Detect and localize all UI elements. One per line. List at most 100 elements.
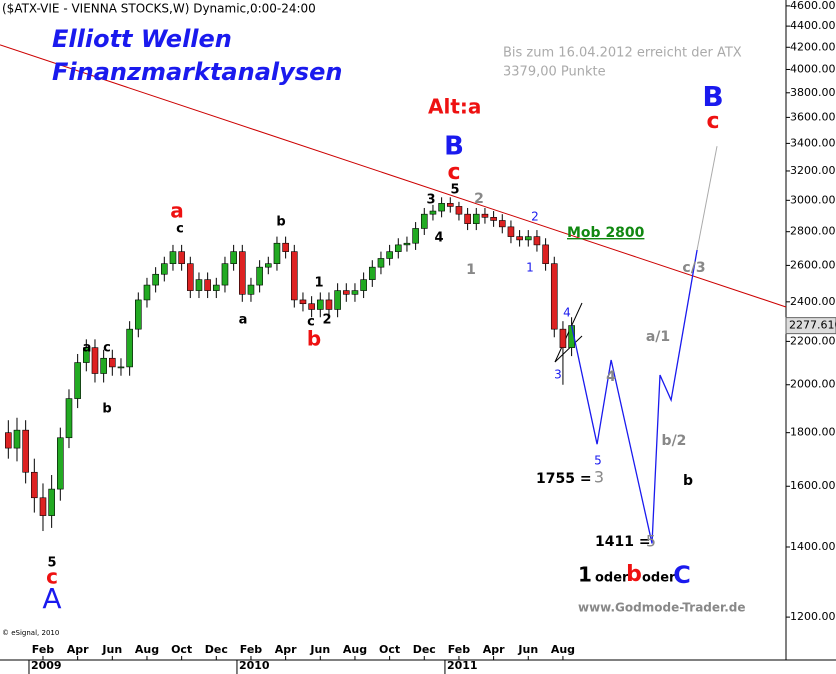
annotation: 5	[47, 556, 56, 571]
annotation: B	[702, 80, 723, 113]
candle-body	[429, 210, 437, 215]
y-tick-label: 1200.00	[790, 610, 836, 623]
annotation: 3379,00 Punkte	[503, 65, 606, 80]
annotation: 4	[606, 369, 616, 385]
annotation: 1	[314, 276, 323, 291]
x-tick-label: Feb	[32, 643, 55, 656]
annotation: a	[239, 313, 248, 328]
y-tick-label: 1800.00	[790, 426, 836, 439]
y-tick-label: 3200.00	[790, 164, 836, 177]
x-tick-label: Jun	[309, 643, 330, 656]
y-tick-label: 4400.00	[790, 19, 836, 32]
candle-body	[213, 284, 220, 291]
candle-body	[481, 213, 489, 218]
candle-body	[100, 357, 107, 374]
annotation: 1411 =	[595, 534, 651, 550]
candle-body	[524, 236, 532, 241]
candle-body	[256, 266, 263, 286]
x-tick-label: Jun	[101, 643, 122, 656]
y-tick-label: 3600.00	[790, 110, 836, 123]
wedge-line	[554, 335, 583, 363]
y-tick-label: 1400.00	[790, 540, 836, 553]
candle-body	[83, 347, 90, 363]
annotation: 5	[646, 532, 656, 551]
candle-body	[221, 263, 229, 286]
candle-body	[464, 213, 471, 224]
candle-body	[31, 471, 38, 499]
candle-body	[412, 228, 419, 244]
annotation: 2	[474, 191, 484, 207]
trend-line	[0, 44, 787, 308]
annotation: c/3	[682, 260, 705, 276]
annotation: oder	[595, 571, 629, 586]
candle-body	[490, 217, 497, 221]
candle-body	[282, 242, 289, 252]
annotation: 2	[322, 313, 331, 328]
x-tick-label: Feb	[448, 643, 471, 656]
candle-body	[187, 263, 194, 291]
x-tick-label: Aug	[343, 643, 367, 656]
y-tick-label: 1600.00	[790, 479, 836, 492]
candle-body	[135, 299, 142, 330]
candle-body	[109, 357, 116, 368]
candle-body	[117, 366, 125, 369]
annotation: a	[83, 341, 92, 356]
candle-body	[178, 251, 185, 264]
annotation: Mob 2800	[567, 225, 645, 241]
candle-body	[230, 251, 237, 264]
y-tick-label: 4600.00	[790, 0, 836, 12]
x-tick-label: Apr	[275, 643, 297, 656]
y-tick-label: 3400.00	[790, 136, 836, 149]
annotation: 1	[578, 563, 592, 587]
candle-body	[420, 213, 428, 229]
annotation: c	[103, 341, 111, 356]
annotation: 1755 =	[536, 471, 592, 487]
candle-body	[403, 242, 411, 246]
candle-body	[550, 263, 558, 330]
annotation: 5	[594, 454, 602, 468]
annotation: © eSignal, 2010	[2, 629, 59, 637]
annotation: c	[706, 109, 719, 134]
candle-body	[342, 290, 350, 295]
candle-body	[5, 432, 12, 449]
candle-body	[498, 220, 506, 228]
y-tick-label: 2800.00	[790, 225, 836, 238]
x-tick-label: Jun	[517, 643, 538, 656]
x-tick-label: Oct	[379, 643, 400, 656]
candle-body	[195, 279, 203, 291]
annotation: 4	[434, 231, 443, 246]
y-tick-label: 4000.00	[790, 62, 836, 75]
candle-body	[316, 299, 324, 310]
annotation: Alt:a	[428, 95, 481, 119]
x-tick-label: Feb	[240, 643, 263, 656]
candle-body	[542, 244, 549, 264]
annotation: 1	[466, 262, 476, 278]
x-tick-label: Dec	[205, 643, 228, 656]
annotation: Elliott Wellen	[52, 25, 232, 53]
candle-body	[238, 251, 246, 295]
chart-title: ($ATX-VIE - VIENNA STOCKS,W) Dynamic,0:0…	[2, 2, 316, 16]
annotation: 3	[426, 193, 435, 208]
candle-body	[516, 236, 523, 241]
candle-body	[334, 290, 341, 310]
x-tick-label: Aug	[135, 643, 159, 656]
x-tick-label: Apr	[67, 643, 89, 656]
candle-body	[351, 290, 359, 295]
annotation: 1	[526, 261, 534, 275]
candle-body	[507, 226, 515, 237]
candle-body	[446, 203, 454, 207]
annotation: 5	[450, 183, 459, 198]
annotation: 2	[531, 210, 539, 224]
candle-body	[74, 362, 81, 399]
candle-body	[308, 303, 315, 310]
annotation: oder	[642, 571, 676, 586]
last-price-box	[785, 317, 836, 335]
annotation: 4	[563, 306, 571, 320]
candle-body	[368, 266, 376, 280]
year-label: 2010	[239, 659, 270, 672]
annotation: 3	[554, 368, 562, 382]
candle-body	[247, 284, 255, 295]
annotation: b	[276, 215, 285, 230]
candle-body	[455, 206, 463, 215]
